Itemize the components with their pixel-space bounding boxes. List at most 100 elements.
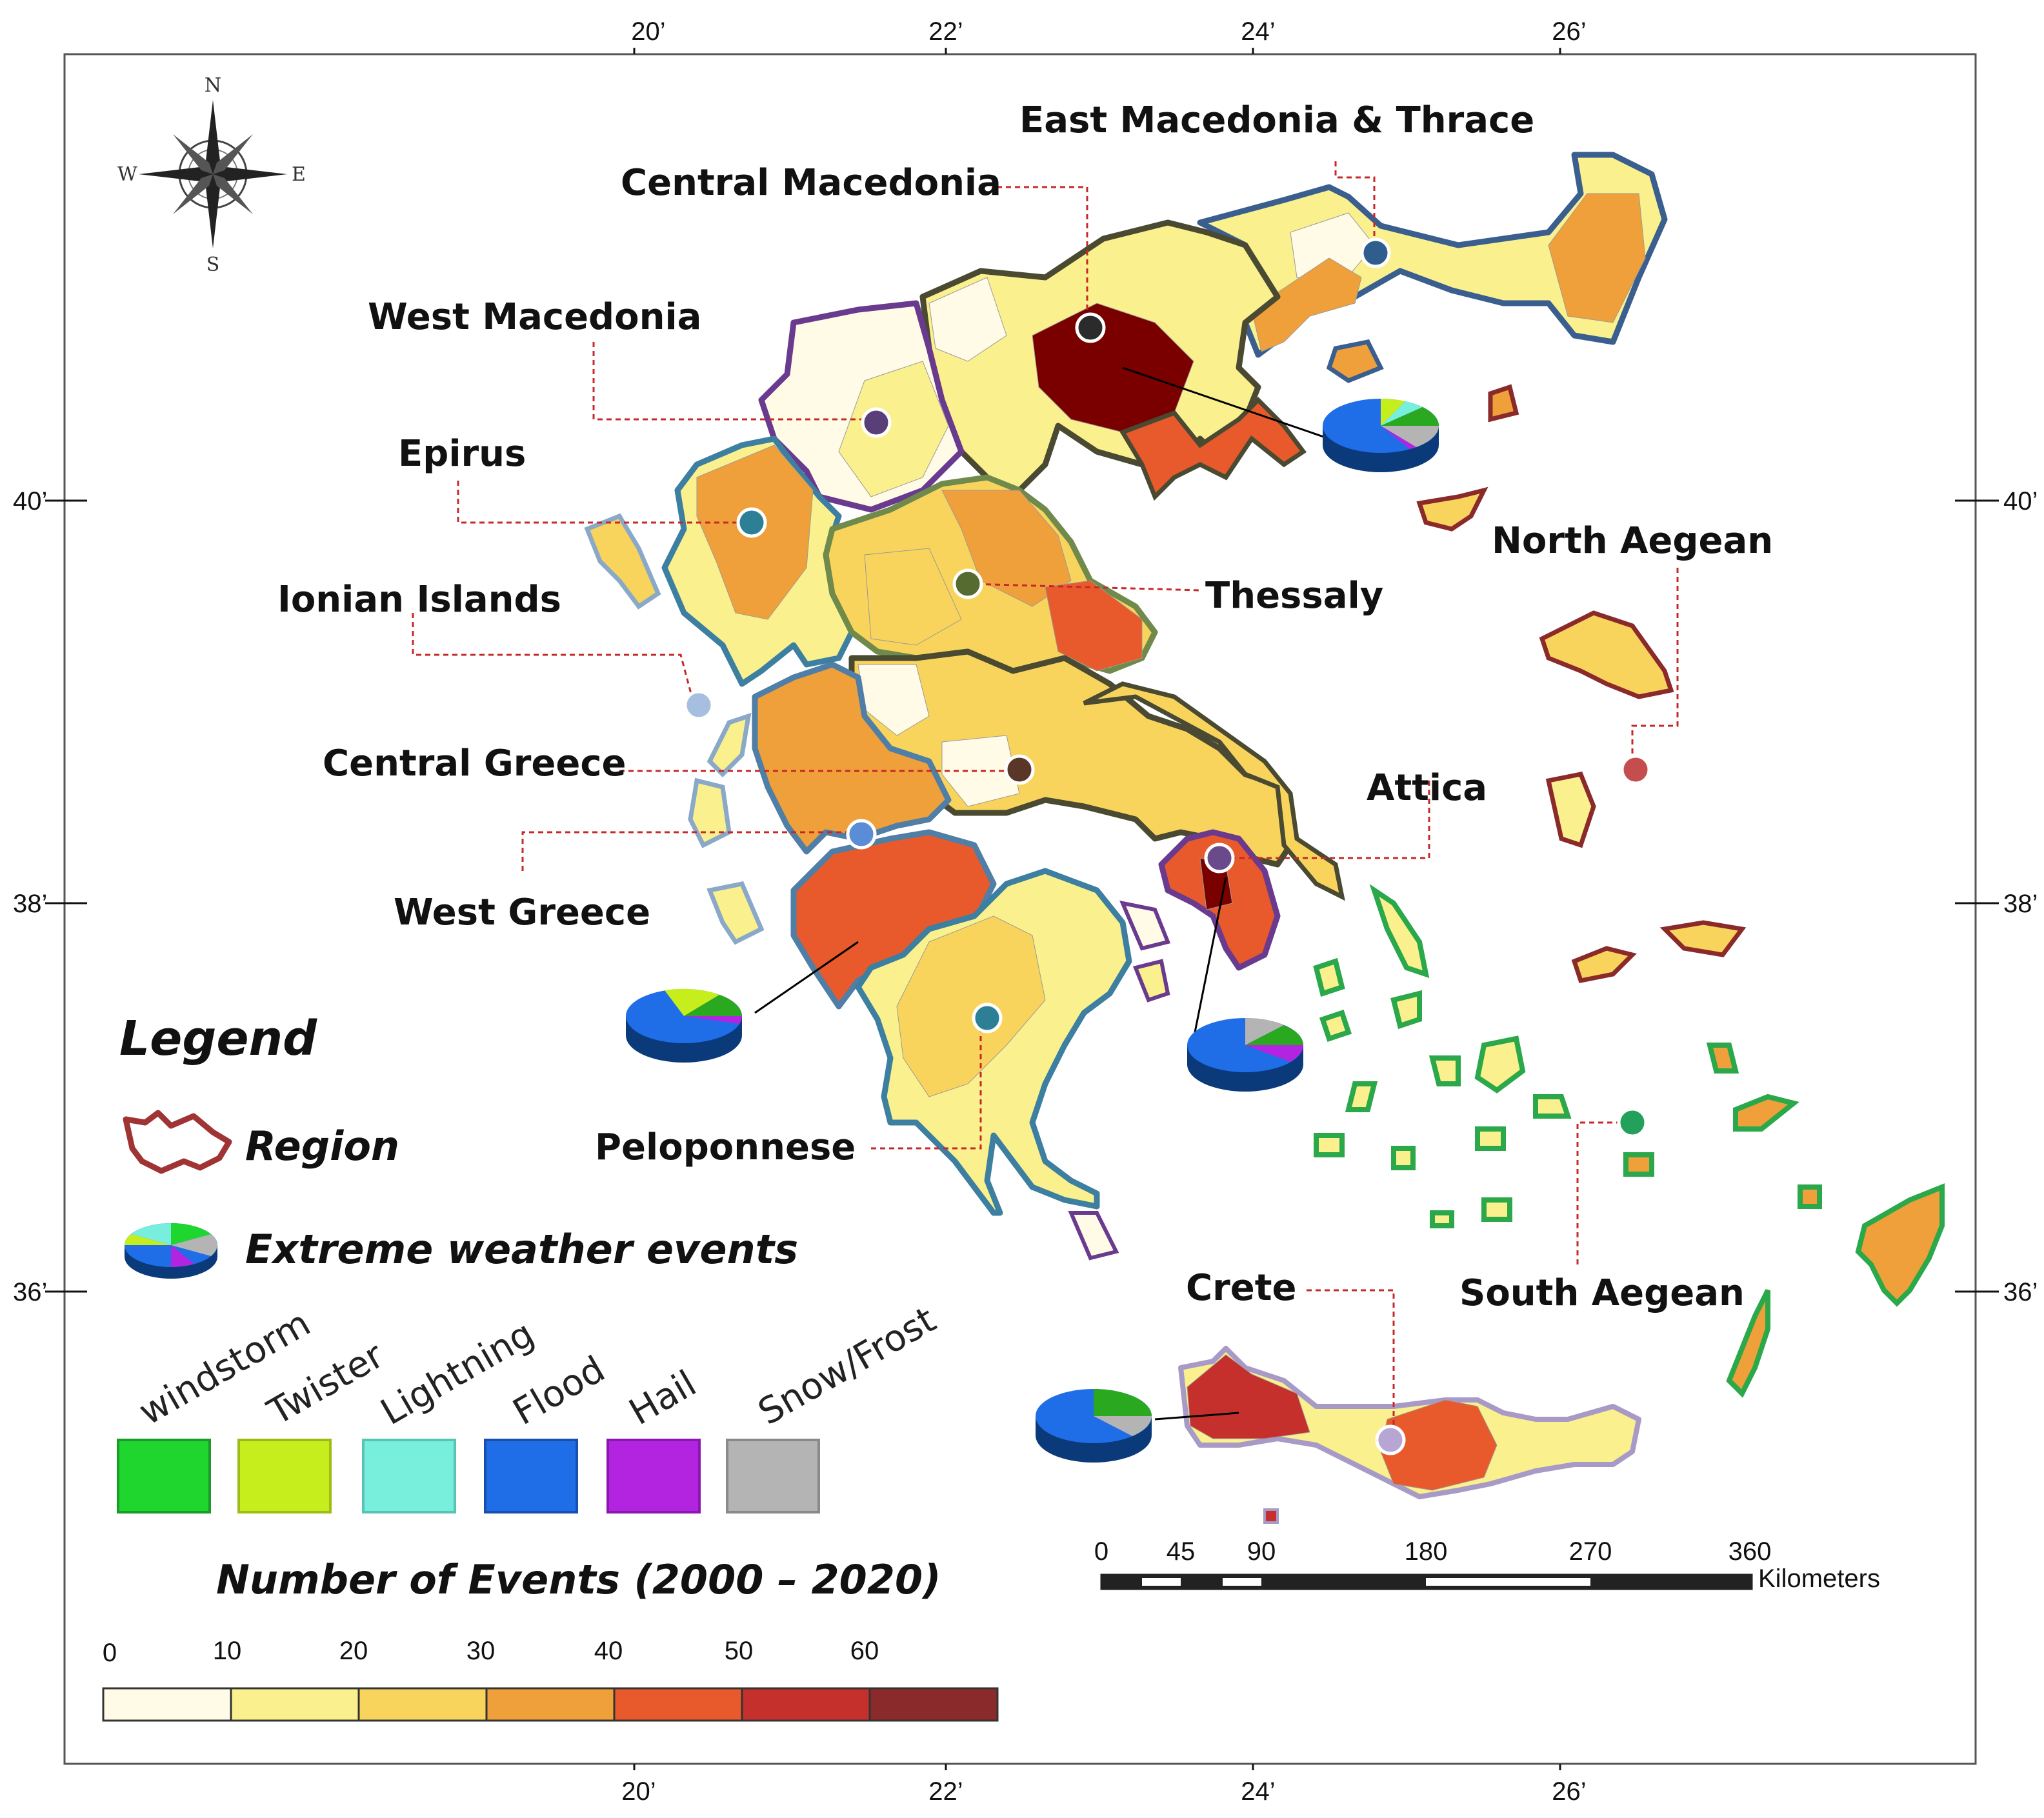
bottom-tick-label: 26’ <box>1552 1777 1586 1806</box>
scale-tick-label: 360 <box>1728 1537 1772 1566</box>
color-scale-tick: 10 <box>213 1637 242 1665</box>
label-attica: Attica <box>1367 767 1487 809</box>
pie-legend-icon <box>125 1223 217 1279</box>
legend-title: Legend <box>119 1011 317 1066</box>
event-type-hail-label: Hail <box>623 1363 704 1433</box>
region-outline-icon <box>123 1110 232 1174</box>
label-central-macedonia: Central Macedonia <box>621 162 1001 204</box>
compass-n-label: N <box>205 74 221 97</box>
region-labels: East Macedonia & Thrace Central Macedoni… <box>277 99 1773 1314</box>
left-tick-label: 38’ <box>13 890 47 918</box>
label-ionian-islands: Ionian Islands <box>277 579 561 621</box>
marker-central-macedonia[interactable] <box>1075 312 1106 343</box>
scale-tick-label: 180 <box>1405 1537 1448 1566</box>
scale-unit-label: Kilometers <box>1758 1564 1880 1593</box>
legend: Legend Region Extreme weather events win… <box>102 1011 999 1722</box>
color-scale-title: Number of Events (2000 – 2020) <box>216 1556 941 1603</box>
marker-north-aegean[interactable] <box>1620 754 1651 785</box>
event-type-flood-label: Flood <box>506 1348 612 1433</box>
marker-attica[interactable] <box>1204 843 1235 874</box>
swatch-twister <box>237 1439 332 1513</box>
bottom-tick-label: 22’ <box>928 1777 963 1806</box>
color-scale-bin <box>357 1687 488 1722</box>
marker-south-aegean[interactable] <box>1617 1107 1648 1138</box>
swatch-windstorm <box>117 1439 211 1513</box>
compass-rose-icon: N S E W <box>117 74 306 276</box>
region-thessaly[interactable] <box>823 474 1158 674</box>
left-tick-label: 36’ <box>13 1278 47 1306</box>
color-scale-bar <box>102 1687 999 1722</box>
label-east-macedonia-thrace: East Macedonia & Thrace <box>1019 99 1534 141</box>
color-scale-bin <box>102 1687 232 1722</box>
label-south-aegean: South Aegean <box>1459 1272 1745 1314</box>
region-central-macedonia[interactable] <box>919 219 1307 501</box>
swatch-hail <box>606 1439 701 1513</box>
swatch-snow-frost <box>726 1439 820 1513</box>
region-west-macedonia[interactable] <box>758 300 965 513</box>
color-scale-bin <box>741 1687 871 1722</box>
label-peloponnese: Peloponnese <box>595 1126 856 1168</box>
scale-tick-label: 270 <box>1569 1537 1612 1566</box>
marker-epirus[interactable] <box>736 507 767 538</box>
graticule <box>45 48 1999 1770</box>
scale-tick-label: 90 <box>1247 1537 1276 1566</box>
color-scale-bin <box>613 1687 743 1722</box>
scale-bar: 0 45 90 180 270 360 Kilometers <box>1094 1537 1880 1593</box>
region-north-aegean[interactable] <box>1416 384 1747 984</box>
marker-peloponnese[interactable] <box>972 1003 1003 1034</box>
bottom-tick-label: 20’ <box>621 1777 656 1806</box>
label-west-greece: West Greece <box>394 892 650 934</box>
marker-east-macedonia-thrace[interactable] <box>1360 237 1391 268</box>
pie-central-macedonia[interactable] <box>1323 399 1439 472</box>
map-frame <box>63 53 1977 1765</box>
leader-lines <box>412 161 1679 1432</box>
color-scale-tick: 50 <box>725 1637 754 1665</box>
label-epirus: Epirus <box>398 433 526 475</box>
region-south-aegean[interactable] <box>1313 884 1945 1398</box>
legend-events-label: Extreme weather events <box>245 1226 798 1273</box>
pie-west-greece[interactable] <box>626 988 742 1063</box>
color-scale-ticks: 0 10 20 30 40 50 60 <box>103 1637 879 1667</box>
region-ionian-islands[interactable] <box>584 513 765 945</box>
pie-pointers <box>754 366 1330 1421</box>
swatch-flood <box>484 1439 578 1513</box>
region-crete[interactable] <box>1178 1346 1641 1524</box>
pie-crete[interactable] <box>1036 1389 1152 1463</box>
color-scale-tick: 40 <box>594 1637 623 1665</box>
region-east-macedonia-thrace[interactable] <box>1197 152 1668 383</box>
color-scale-bin <box>230 1687 360 1722</box>
marker-west-macedonia[interactable] <box>861 407 892 438</box>
color-scale-tick: 30 <box>466 1637 496 1665</box>
color-scale-tick: 0 <box>103 1639 117 1667</box>
top-tick-label: 26’ <box>1552 17 1586 46</box>
legend-region-label: Region <box>245 1123 399 1170</box>
region-west-greece[interactable] <box>752 661 997 1010</box>
marker-central-greece[interactable] <box>1004 754 1035 785</box>
label-central-greece: Central Greece <box>323 743 626 784</box>
compass-s-label: S <box>206 254 220 276</box>
color-scale-tick: 20 <box>339 1637 368 1665</box>
scale-tick-label: 0 <box>1094 1537 1108 1566</box>
right-tick-label: 36’ <box>2003 1278 2038 1306</box>
right-tick-label: 40’ <box>2003 487 2038 515</box>
region-peloponnese[interactable] <box>855 868 1132 1216</box>
compass-e-label: E <box>292 163 306 186</box>
right-tick-label: 38’ <box>2003 890 2038 918</box>
compass-w-label: W <box>117 163 137 186</box>
marker-ionian-islands[interactable] <box>683 690 714 721</box>
marker-crete[interactable] <box>1375 1424 1406 1455</box>
color-scale-bin <box>485 1687 616 1722</box>
region-attica[interactable] <box>1068 829 1281 1261</box>
bottom-tick-label: 24’ <box>1241 1777 1275 1806</box>
region-markers <box>683 237 1651 1455</box>
label-thessaly: Thessaly <box>1205 575 1383 617</box>
top-tick-label: 24’ <box>1241 17 1275 46</box>
swatch-lightning <box>362 1439 456 1513</box>
label-north-aegean: North Aegean <box>1492 520 1773 562</box>
marker-west-greece[interactable] <box>846 819 877 850</box>
marker-thessaly[interactable] <box>952 568 983 599</box>
graticule-labels: 20’ 22’ 24’ 26’ 20’ 22’ 24’ 26’ 40’ 38’ … <box>13 17 2038 1806</box>
event-type-snow-frost-label: Snow/Frost <box>752 1299 943 1433</box>
pie-attica[interactable] <box>1187 1018 1303 1092</box>
